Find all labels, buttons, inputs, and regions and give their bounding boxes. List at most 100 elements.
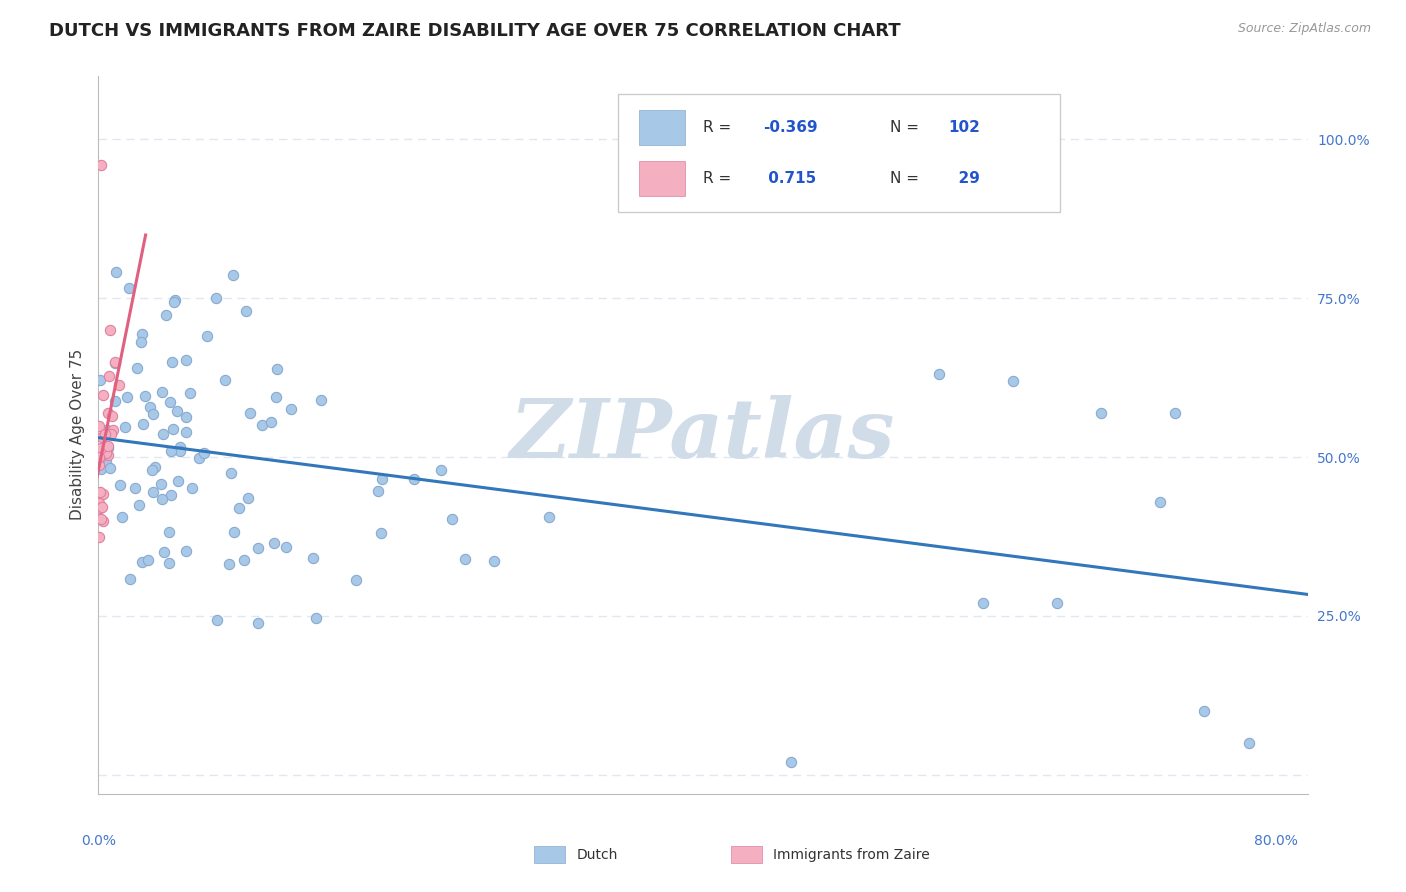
Text: R =: R = (703, 171, 737, 186)
Point (118, 573, 141, 587)
Point (98, 461, 121, 475)
Text: N =: N = (890, 171, 924, 186)
Point (124, 481, 146, 495)
Point (1164, 406, 1187, 420)
Point (104, 355, 127, 369)
Point (367, 483, 389, 498)
Point (238, 491, 260, 505)
Point (150, 492, 173, 507)
Point (371, 472, 394, 486)
Point (97, 448, 120, 462)
Point (1046, 596, 1069, 610)
Point (89, 450, 111, 465)
Point (187, 451, 209, 466)
Point (89, 419, 111, 434)
Point (89, 485, 111, 500)
Text: Dutch: Dutch (576, 847, 617, 862)
Point (218, 557, 240, 571)
Point (111, 510, 134, 524)
Point (219, 466, 242, 480)
Point (132, 417, 155, 431)
Point (97, 439, 120, 453)
Point (195, 329, 218, 343)
Point (174, 410, 197, 425)
Point (91, 430, 114, 444)
Point (143, 459, 166, 474)
Point (780, 755, 803, 769)
Text: 29: 29 (949, 171, 980, 186)
Point (404, 473, 426, 487)
Point (104, 265, 127, 279)
Point (150, 476, 173, 491)
Point (928, 368, 950, 382)
Point (163, 295, 186, 310)
Point (115, 390, 138, 404)
Point (162, 422, 184, 436)
Text: 102: 102 (949, 120, 980, 135)
Point (166, 404, 188, 418)
Point (142, 484, 165, 499)
Point (89, 452, 111, 467)
FancyBboxPatch shape (619, 94, 1060, 212)
Point (169, 444, 191, 458)
Text: R =: R = (703, 120, 737, 135)
Point (152, 426, 174, 441)
Bar (638, 161, 685, 196)
Point (90, 512, 112, 526)
Point (174, 425, 197, 439)
Point (100, 427, 122, 442)
Point (160, 355, 183, 369)
Point (91, 514, 114, 528)
Point (90, 500, 112, 514)
Point (139, 400, 162, 414)
Point (235, 304, 257, 318)
Point (90, 462, 112, 476)
Point (160, 487, 183, 501)
Point (181, 481, 204, 495)
Text: 0.715: 0.715 (763, 171, 817, 186)
Point (94, 445, 117, 459)
Point (141, 463, 163, 477)
Point (260, 415, 283, 429)
Point (221, 268, 243, 282)
Point (537, 509, 560, 524)
Text: ZIPatlas: ZIPatlas (510, 395, 896, 475)
Point (163, 293, 186, 307)
Point (309, 392, 332, 407)
Point (98, 323, 121, 337)
Point (142, 407, 165, 421)
Point (1237, 736, 1260, 750)
Point (214, 373, 236, 387)
Text: N =: N = (890, 120, 924, 135)
Point (193, 445, 215, 459)
Point (222, 524, 245, 539)
Point (97, 368, 120, 383)
Point (128, 498, 150, 512)
Point (370, 526, 392, 541)
Point (1149, 494, 1171, 508)
Point (266, 362, 288, 376)
Point (454, 551, 477, 566)
Point (1001, 374, 1024, 388)
Point (276, 541, 298, 555)
Point (94, 439, 117, 453)
Point (1194, 704, 1216, 718)
Text: -0.369: -0.369 (763, 120, 818, 135)
Point (239, 406, 262, 420)
Point (344, 573, 367, 587)
Point (228, 500, 250, 515)
Text: Immigrants from Zaire: Immigrants from Zaire (773, 847, 929, 862)
Point (131, 555, 153, 569)
Point (131, 327, 153, 342)
Point (89, 501, 111, 516)
Point (89, 450, 111, 465)
Point (441, 512, 464, 526)
Point (96, 455, 118, 469)
Point (89, 496, 111, 510)
Point (97, 442, 120, 456)
Point (174, 544, 197, 558)
Point (108, 377, 131, 392)
Bar (638, 110, 685, 145)
Point (246, 615, 269, 630)
Point (179, 386, 201, 401)
